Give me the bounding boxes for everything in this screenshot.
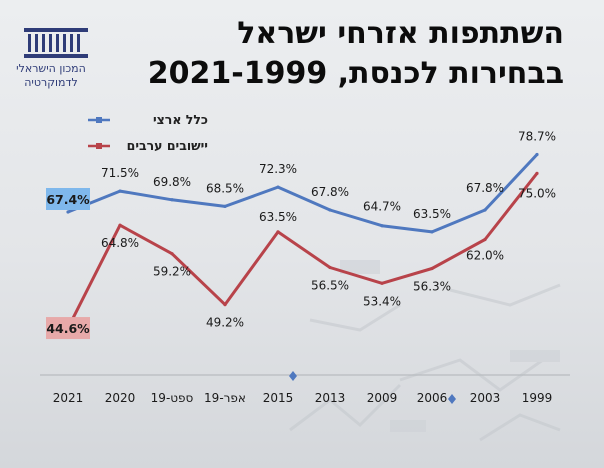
- title-line1: השתתפות אזרחי ישראל: [237, 16, 564, 51]
- data-label: 53.4%: [363, 294, 401, 308]
- legend-swatch-national: [88, 117, 110, 123]
- data-point: [430, 230, 434, 234]
- x-tick-label: 2003: [470, 391, 501, 405]
- data-label: 78.7%: [518, 129, 556, 143]
- data-label: 68.5%: [206, 181, 244, 195]
- series-line-national: [67, 153, 539, 234]
- highlight-box-national: [46, 188, 90, 210]
- data-label: 59.2%: [153, 265, 191, 279]
- data-point: [328, 265, 332, 270]
- data-label: 72.3%: [259, 162, 297, 176]
- data-label: 56.3%: [413, 279, 451, 293]
- data-point: [483, 208, 487, 212]
- data-point: [118, 189, 122, 193]
- x-tick-label: אפר-19: [204, 391, 246, 405]
- data-label: 67.8%: [466, 181, 504, 195]
- x-tick-label: 1999: [522, 391, 553, 405]
- data-label: 64.8%: [101, 236, 139, 250]
- x-tick-label: 2021: [53, 391, 84, 405]
- columns-building-icon: [24, 28, 88, 58]
- data-point: [66, 210, 70, 214]
- data-point: [276, 185, 280, 189]
- data-label: 56.5%: [311, 278, 349, 292]
- x-tick-label: 2006: [417, 391, 448, 405]
- data-point: [170, 252, 174, 256]
- data-point: [430, 266, 434, 271]
- data-point: [483, 237, 487, 242]
- legend-item-national: כלל ארצי: [88, 112, 208, 138]
- data-label: 63.5%: [259, 210, 297, 224]
- data-label: 49.2%: [206, 316, 244, 330]
- data-point: [276, 230, 280, 234]
- data-label: 67.4%: [46, 192, 90, 207]
- data-point: [328, 208, 332, 212]
- legend-swatch-arab: [88, 143, 110, 149]
- data-label: 63.5%: [413, 207, 451, 221]
- data-point: [118, 223, 122, 227]
- data-label: 44.6%: [46, 321, 90, 336]
- legend-label-arab: יישובים ערבים: [126, 138, 208, 153]
- x-tick-label: 2015: [263, 391, 294, 405]
- diamond-marker: [289, 371, 297, 381]
- data-point: [535, 152, 539, 157]
- page-title: השתתפות אזרחי ישראל בבחירות לכנסת, 2021-…: [104, 14, 564, 94]
- legend-label-national: כלל ארצי: [152, 112, 208, 127]
- highlight-box-arab: [46, 317, 90, 340]
- data-label: 62.0%: [466, 248, 504, 262]
- title-line2: בבחירות לכנסת, 2021-1999: [147, 56, 564, 91]
- data-point: [380, 281, 384, 285]
- logo-caption-line1: המכון הישראלי: [16, 62, 86, 75]
- data-point: [535, 171, 539, 175]
- x-tick-label: ספט-19: [151, 391, 194, 405]
- x-tick-label: 2009: [367, 391, 398, 405]
- logo-caption: המכון הישראלי לדמוקרטיה: [6, 62, 96, 90]
- logo: [24, 28, 88, 58]
- series-line-arab: [66, 172, 539, 329]
- data-label: 75.0%: [518, 186, 556, 200]
- data-point: [223, 303, 227, 307]
- logo-caption-line2: לדמוקרטיה: [24, 76, 78, 89]
- data-label: 64.7%: [363, 200, 401, 214]
- data-label: 71.5%: [101, 166, 139, 180]
- data-label: 69.8%: [153, 175, 191, 189]
- diamond-marker: [448, 394, 456, 404]
- data-point: [223, 204, 227, 209]
- legend: כלל ארצי יישובים ערבים: [88, 112, 208, 164]
- x-tick-label: 2020: [105, 391, 136, 405]
- data-label: 67.8%: [311, 185, 349, 199]
- data-point: [170, 198, 174, 202]
- data-point: [380, 224, 384, 228]
- legend-item-arab: יישובים ערבים: [88, 138, 208, 164]
- x-tick-label: 2013: [315, 391, 346, 405]
